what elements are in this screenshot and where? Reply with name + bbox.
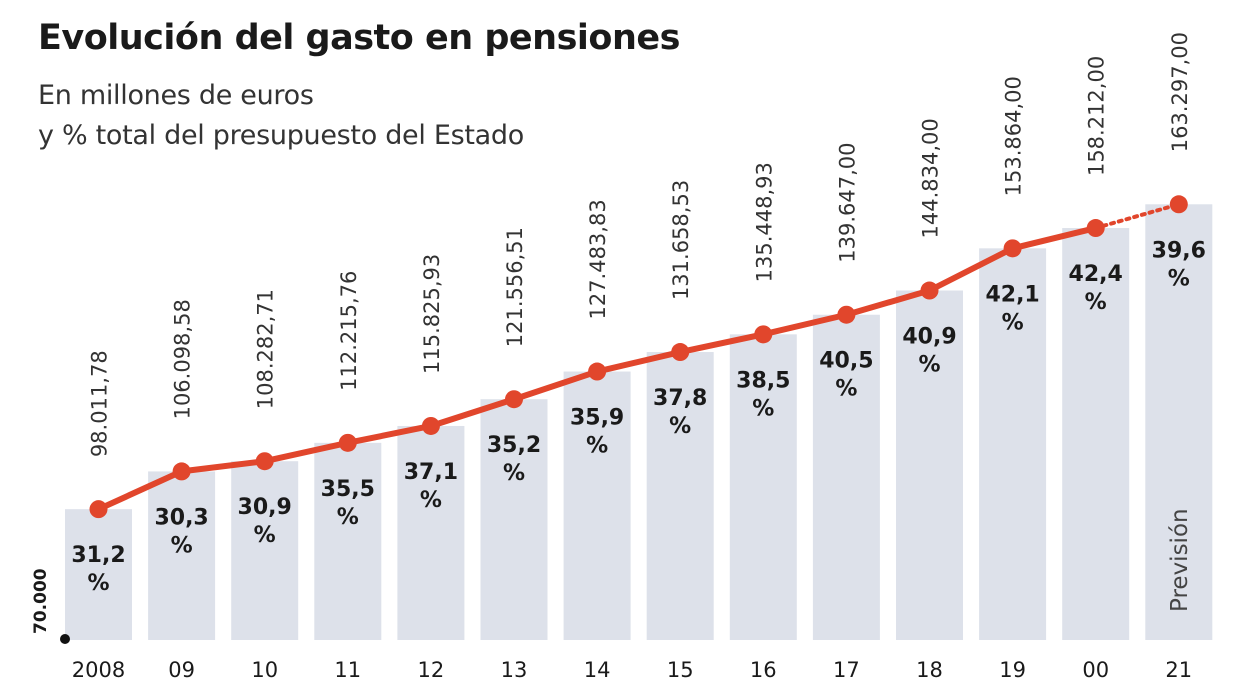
- value-label: 144.834,00: [919, 118, 943, 238]
- x-tick-label: 14: [584, 658, 611, 682]
- value-label: 115.825,93: [420, 254, 444, 374]
- chart-subtitle-line-2: y % total del presupuesto del Estado: [38, 120, 524, 151]
- x-tick-label: 17: [833, 658, 860, 682]
- data-point: [920, 281, 939, 300]
- x-tick-label: 2008: [72, 658, 125, 682]
- percent-unit-label: %: [835, 377, 857, 402]
- data-point: [1169, 195, 1188, 214]
- x-tick-label: 19: [999, 658, 1026, 682]
- percent-label: 40,9: [902, 325, 956, 350]
- bar: [812, 314, 880, 640]
- data-point: [505, 390, 523, 409]
- percent-label: 38,5: [736, 368, 790, 393]
- percent-label: 31,2: [71, 543, 125, 568]
- percent-label: 35,5: [321, 477, 375, 502]
- percent-label: 37,1: [404, 460, 458, 485]
- percent-unit-label: %: [503, 461, 525, 486]
- x-tick-label: 10: [251, 658, 278, 682]
- bar: [231, 461, 299, 640]
- x-tick-label: 11: [334, 658, 361, 682]
- data-point: [671, 343, 690, 362]
- percent-unit-label: %: [420, 488, 442, 513]
- x-tick-label: 16: [750, 658, 777, 682]
- bar: [397, 425, 465, 640]
- bar: [1145, 204, 1213, 641]
- value-label: 106.098,58: [171, 299, 195, 419]
- data-point: [1003, 239, 1022, 258]
- value-label: 108.282,71: [254, 289, 278, 409]
- value-label: 131.658,53: [669, 180, 693, 300]
- percent-unit-label: %: [752, 396, 774, 421]
- percent-label: 30,3: [154, 505, 208, 530]
- percent-unit-label: %: [918, 353, 940, 378]
- bar: [1062, 228, 1130, 640]
- value-label: 139.647,00: [835, 142, 859, 262]
- percent-label: 40,5: [819, 349, 873, 374]
- value-label: 135.448,93: [752, 162, 776, 282]
- data-point: [1086, 219, 1105, 238]
- percent-label: 39,6: [1152, 238, 1206, 263]
- chart-title: Evolución del gasto en pensiones: [38, 18, 680, 58]
- bar: [729, 334, 797, 640]
- percent-unit-label: %: [669, 414, 691, 439]
- bar: [646, 352, 714, 640]
- bar: [314, 442, 382, 640]
- chart-subtitle-line-1: En millones de euros: [38, 80, 314, 111]
- baseline-dot: [60, 634, 70, 644]
- x-tick-label: 18: [916, 658, 943, 682]
- data-point: [421, 416, 440, 435]
- value-label: 127.483,83: [586, 199, 610, 319]
- forecast-line: [1093, 202, 1181, 231]
- bar: [148, 471, 216, 640]
- data-point: [172, 462, 191, 481]
- forecast-label: Previsión: [1167, 508, 1193, 612]
- x-tick-label: 09: [168, 658, 195, 682]
- percent-label: 37,8: [653, 386, 707, 411]
- value-label: 121.556,51: [503, 227, 527, 347]
- x-tick-label: 15: [667, 658, 694, 682]
- percent-label: 42,1: [985, 282, 1039, 307]
- data-point: [588, 362, 607, 381]
- percent-label: 35,2: [487, 433, 541, 458]
- data-point: [89, 500, 108, 519]
- percent-unit-label: %: [586, 434, 608, 459]
- percent-unit-label: %: [254, 523, 276, 548]
- y-baseline-label: 70.000: [31, 568, 51, 634]
- percent-label: 30,9: [238, 495, 292, 520]
- bar: [563, 371, 631, 640]
- percent-unit-label: %: [337, 505, 359, 530]
- percent-unit-label: %: [171, 533, 193, 558]
- percent-unit-label: %: [1002, 310, 1024, 335]
- percent-unit-label: %: [87, 571, 109, 596]
- bar: [979, 248, 1047, 640]
- data-point: [338, 433, 357, 452]
- data-point: [754, 325, 773, 344]
- data-point: [255, 452, 274, 471]
- x-tick-label: 00: [1082, 658, 1109, 682]
- x-tick-label: 12: [418, 658, 445, 682]
- value-label: 163.297,00: [1168, 32, 1192, 152]
- bar: [896, 290, 963, 640]
- x-tick-label: 13: [501, 658, 528, 682]
- data-point: [837, 305, 856, 324]
- bar: [480, 399, 548, 640]
- percent-label: 35,9: [570, 406, 624, 431]
- value-label: 153.864,00: [1002, 76, 1026, 196]
- value-label: 98.011,78: [88, 350, 112, 457]
- percent-unit-label: %: [1085, 290, 1107, 315]
- value-label: 158.212,00: [1085, 56, 1109, 176]
- bar: [65, 509, 132, 640]
- x-tick-label: 21: [1165, 658, 1192, 682]
- percent-unit-label: %: [1168, 266, 1190, 291]
- percent-label: 42,4: [1069, 262, 1123, 287]
- value-label: 112.215,76: [337, 271, 361, 391]
